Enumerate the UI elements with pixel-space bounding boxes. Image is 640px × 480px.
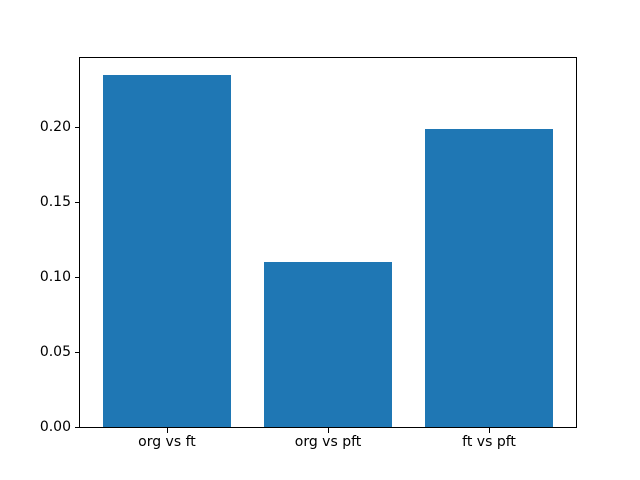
xtick-label-org-vs-ft: org vs ft <box>138 434 196 450</box>
bar-ft-vs-pft <box>424 128 554 427</box>
ytick-label-0.00: 0.00 <box>39 419 71 435</box>
plot-area <box>79 57 577 428</box>
bar-org-vs-ft <box>102 74 232 427</box>
ytick-mark-0.10 <box>75 277 80 278</box>
ytick-label-0.10: 0.10 <box>39 269 71 285</box>
ytick-mark-0.05 <box>75 352 80 353</box>
xtick-mark-org-vs-ft <box>166 428 168 433</box>
ytick-label-0.20: 0.20 <box>39 119 71 135</box>
ytick-mark-0.00 <box>75 427 80 428</box>
ytick-label-0.15: 0.15 <box>39 194 71 210</box>
ytick-mark-0.15 <box>75 202 80 203</box>
xtick-mark-ft-vs-pft <box>489 428 491 433</box>
bar-org-vs-pft <box>263 262 393 427</box>
xtick-label-org-vs-pft: org vs pft <box>294 434 362 450</box>
ytick-label-0.05: 0.05 <box>39 344 71 360</box>
ytick-mark-0.20 <box>75 127 80 128</box>
xtick-mark-org-vs-pft <box>328 428 329 433</box>
xtick-label-ft-vs-pft: ft vs pft <box>462 434 516 450</box>
